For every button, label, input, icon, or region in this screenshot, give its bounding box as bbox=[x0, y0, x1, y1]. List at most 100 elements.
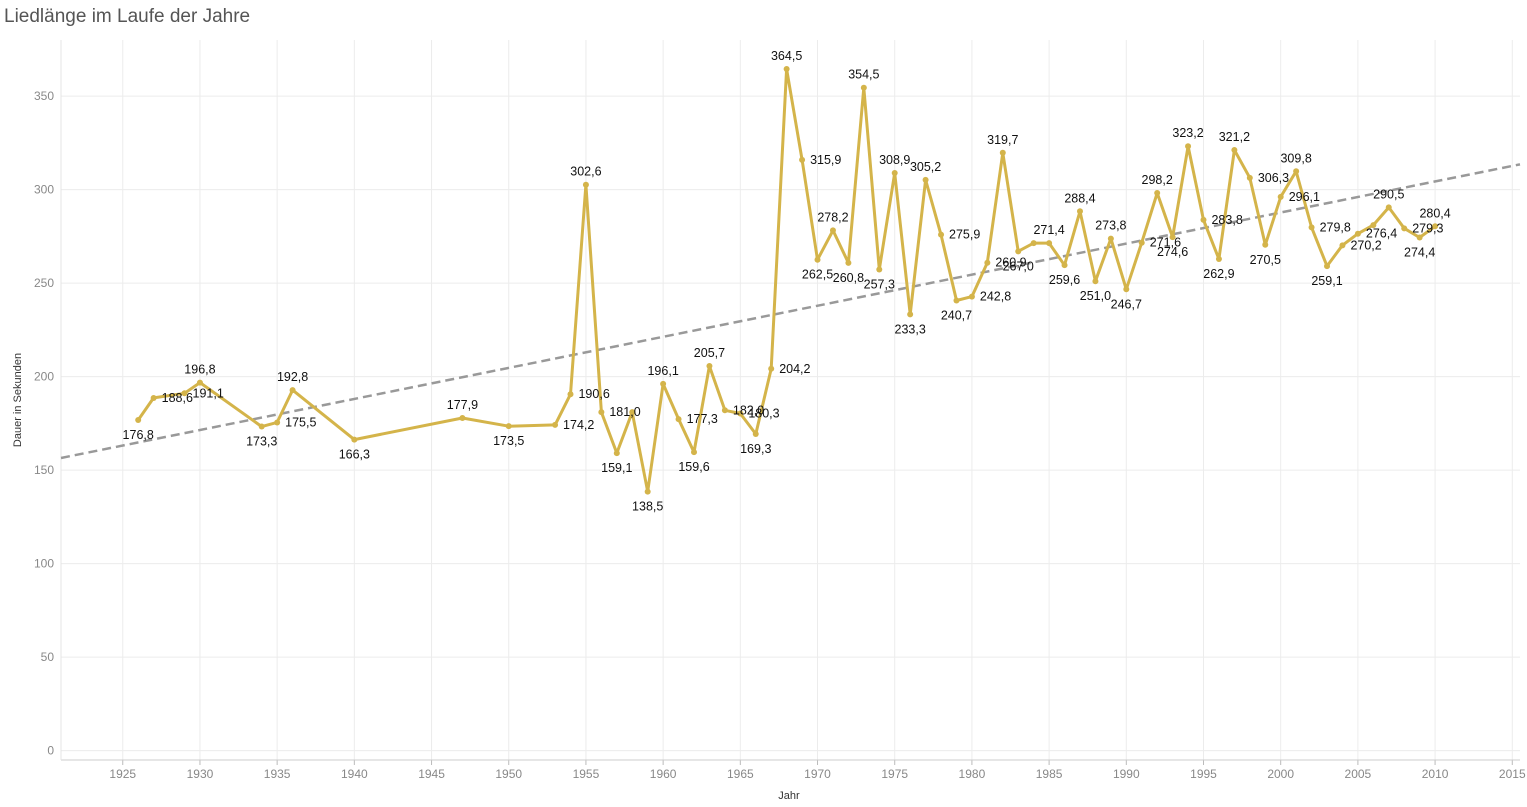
data-point bbox=[1046, 240, 1053, 247]
data-point bbox=[1432, 223, 1439, 230]
data-label: 315,9 bbox=[810, 153, 841, 167]
data-point bbox=[552, 421, 559, 428]
data-point bbox=[274, 419, 281, 426]
data-label: 305,2 bbox=[910, 160, 941, 174]
data-label: 283,8 bbox=[1211, 213, 1242, 227]
data-point bbox=[1231, 146, 1238, 153]
data-point bbox=[1015, 248, 1022, 255]
data-label: 271,6 bbox=[1150, 236, 1181, 250]
data-label: 262,5 bbox=[802, 268, 833, 282]
data-point bbox=[783, 65, 790, 72]
data-label: 173,5 bbox=[493, 434, 524, 448]
data-point bbox=[968, 293, 975, 300]
data-point bbox=[1200, 216, 1207, 223]
data-label: 169,3 bbox=[740, 442, 771, 456]
x-tick-label: 1955 bbox=[573, 767, 600, 781]
data-label: 196,1 bbox=[647, 364, 678, 378]
data-label: 251,0 bbox=[1080, 289, 1111, 303]
data-label: 276,4 bbox=[1366, 227, 1397, 241]
x-tick-label: 1975 bbox=[881, 767, 908, 781]
data-point bbox=[351, 436, 358, 443]
x-tick-label: 1935 bbox=[264, 767, 291, 781]
data-point bbox=[999, 149, 1006, 156]
x-tick-label: 1980 bbox=[959, 767, 986, 781]
data-label: 290,5 bbox=[1373, 187, 1404, 201]
data-label: 298,2 bbox=[1142, 173, 1173, 187]
x-tick-label: 1950 bbox=[495, 767, 522, 781]
data-point bbox=[598, 409, 605, 416]
data-point bbox=[891, 169, 898, 176]
data-point bbox=[1277, 193, 1284, 200]
series-layer bbox=[135, 65, 1439, 495]
data-point bbox=[1339, 242, 1346, 249]
y-tick-label: 250 bbox=[34, 276, 54, 290]
series-line bbox=[136, 67, 1437, 494]
data-label: 270,2 bbox=[1350, 238, 1381, 252]
data-point bbox=[829, 227, 836, 234]
data-point bbox=[876, 266, 883, 273]
data-point bbox=[1030, 240, 1037, 247]
data-point bbox=[799, 156, 806, 163]
data-label: 204,2 bbox=[779, 362, 810, 376]
data-label: 321,2 bbox=[1219, 130, 1250, 144]
axis-layer: 0 50 100 150 200 250 300 350 1925 1930 1935 1940 194… bbox=[34, 40, 1526, 781]
y-tick-label: 0 bbox=[47, 744, 54, 758]
data-point bbox=[984, 259, 991, 266]
data-label: 280,4 bbox=[1419, 206, 1450, 220]
data-label: 242,8 bbox=[980, 290, 1011, 304]
x-tick-label: 2005 bbox=[1345, 767, 1372, 781]
x-tick-label: 1995 bbox=[1190, 767, 1217, 781]
data-point bbox=[1293, 168, 1300, 175]
data-label: 138,5 bbox=[632, 500, 663, 514]
y-tick-label: 200 bbox=[34, 370, 54, 384]
data-point bbox=[660, 380, 667, 387]
label-layer: 176,8 188,6 191,1 196,8 173,3 175,5 192,8 166,3… bbox=[123, 49, 1451, 514]
data-point bbox=[150, 394, 157, 401]
data-point bbox=[1215, 255, 1222, 262]
data-point bbox=[289, 387, 296, 394]
data-point bbox=[196, 379, 203, 386]
data-label: 260,9 bbox=[995, 256, 1026, 270]
data-label: 274,6 bbox=[1157, 245, 1188, 259]
data-point bbox=[1107, 235, 1114, 242]
data-point bbox=[644, 488, 651, 495]
x-tick-label: 1960 bbox=[650, 767, 677, 781]
y-tick-label: 100 bbox=[34, 557, 54, 571]
data-label: 175,5 bbox=[285, 415, 316, 429]
data-point bbox=[1354, 230, 1361, 237]
x-tick-label: 2010 bbox=[1422, 767, 1449, 781]
data-point bbox=[706, 362, 713, 369]
y-tick-label: 150 bbox=[34, 463, 54, 477]
x-tick-label: 1965 bbox=[727, 767, 754, 781]
data-point bbox=[922, 176, 929, 183]
data-label: 196,8 bbox=[184, 363, 215, 377]
data-label: 173,3 bbox=[246, 435, 277, 449]
data-label: 259,1 bbox=[1311, 274, 1342, 288]
data-point bbox=[1076, 208, 1083, 215]
data-point bbox=[505, 423, 512, 430]
data-label: 279,8 bbox=[1320, 220, 1351, 234]
data-point bbox=[752, 431, 759, 438]
data-label: 262,9 bbox=[1203, 267, 1234, 281]
data-label: 306,3 bbox=[1258, 171, 1289, 185]
data-label: 279,3 bbox=[1412, 221, 1443, 235]
data-label: 180,3 bbox=[748, 406, 779, 420]
data-point bbox=[613, 450, 620, 457]
data-label: 188,6 bbox=[162, 391, 193, 405]
y-tick-label: 350 bbox=[34, 89, 54, 103]
data-label: 259,6 bbox=[1049, 273, 1080, 287]
data-label: 181,0 bbox=[609, 405, 640, 419]
data-point bbox=[1401, 225, 1408, 232]
data-point bbox=[938, 231, 945, 238]
data-label: 159,1 bbox=[601, 461, 632, 475]
data-point bbox=[181, 390, 188, 397]
data-label: 159,6 bbox=[678, 460, 709, 474]
data-point bbox=[953, 297, 960, 304]
data-point bbox=[768, 365, 775, 372]
x-tick-label: 1945 bbox=[418, 767, 445, 781]
data-label: 364,5 bbox=[771, 49, 802, 63]
data-label: 302,6 bbox=[570, 165, 601, 179]
data-label: 177,3 bbox=[687, 412, 718, 426]
chart-title: Liedlänge im Laufe der Jahre bbox=[4, 6, 251, 27]
data-point bbox=[1324, 263, 1331, 270]
